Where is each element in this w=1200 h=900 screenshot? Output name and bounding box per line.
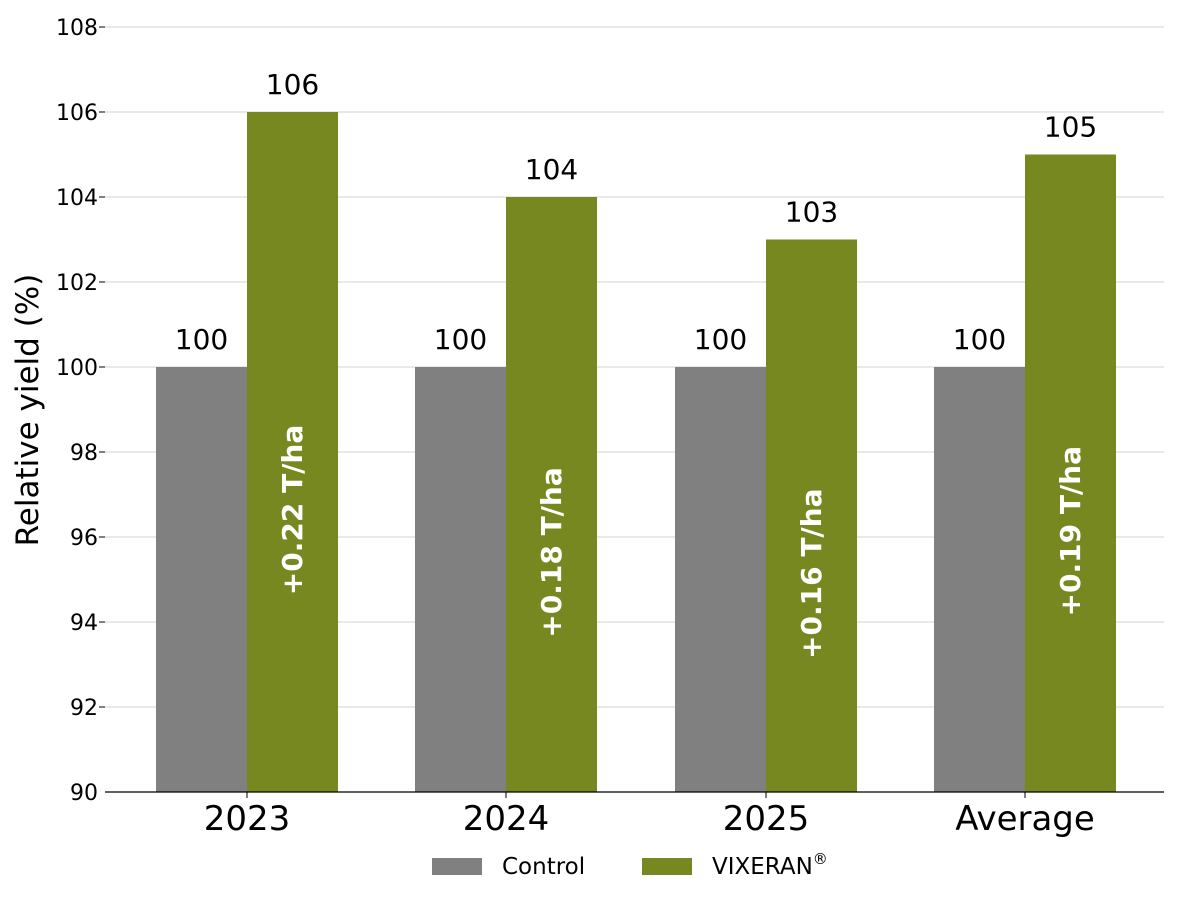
- bar-value-label: 106: [266, 68, 319, 101]
- y-tick-label: 102: [56, 271, 98, 296]
- yield-gain-label: +0.18 T/ha: [535, 467, 568, 637]
- yield-gain-label: +0.22 T/ha: [276, 425, 309, 595]
- bar-control: [415, 367, 506, 792]
- bar-value-label: 103: [785, 196, 838, 229]
- legend-label-vixeran: VIXERAN®: [712, 850, 828, 880]
- axes: 90 92 94 96 98 100 102 104 106 108 2023 2024 2025 Ave…: [56, 16, 1164, 839]
- data-labels: 100 106 +0.22 T/ha 100 104 +0.18 T/ha 100 103 +0…: [175, 68, 1097, 659]
- bars: [156, 112, 1116, 792]
- bar-value-label: 100: [434, 323, 487, 356]
- y-tick-label: 96: [70, 526, 98, 551]
- x-tick-label: 2024: [463, 799, 550, 839]
- bar-vixeran: [766, 239, 857, 792]
- registered-mark: ®: [813, 850, 828, 868]
- bar-control: [156, 367, 247, 792]
- x-tick-label: 2025: [723, 799, 810, 839]
- yield-gain-label: +0.19 T/ha: [1054, 446, 1087, 616]
- y-tick-label: 104: [56, 186, 98, 211]
- bar-value-label: 100: [953, 323, 1006, 356]
- y-tick-label: 98: [70, 441, 98, 466]
- bar-value-label: 100: [175, 323, 228, 356]
- legend: Control VIXERAN®: [432, 850, 828, 880]
- bar-vixeran: [506, 197, 597, 792]
- y-tick-label: 90: [70, 781, 98, 806]
- bar-vixeran: [1025, 154, 1116, 792]
- y-axis-title: Relative yield (%): [10, 274, 46, 547]
- bar-value-label: 104: [525, 153, 578, 186]
- x-tick-label: Average: [955, 799, 1095, 839]
- bar-vixeran: [247, 112, 338, 792]
- yield-gain-label: +0.16 T/ha: [795, 489, 828, 659]
- legend-swatch-vixeran: [642, 858, 692, 875]
- legend-swatch-control: [432, 858, 482, 875]
- y-tick-label: 100: [56, 356, 98, 381]
- y-tick-label: 94: [70, 611, 98, 636]
- y-tick-label: 106: [56, 101, 98, 126]
- y-tick-label: 92: [70, 696, 98, 721]
- bar-value-label: 100: [694, 323, 747, 356]
- bar-value-label: 105: [1044, 111, 1097, 144]
- bar-control: [675, 367, 766, 792]
- x-tick-label: 2023: [204, 799, 291, 839]
- bar-control: [934, 367, 1025, 792]
- legend-label-control: Control: [502, 854, 585, 880]
- y-tick-label: 108: [56, 16, 98, 41]
